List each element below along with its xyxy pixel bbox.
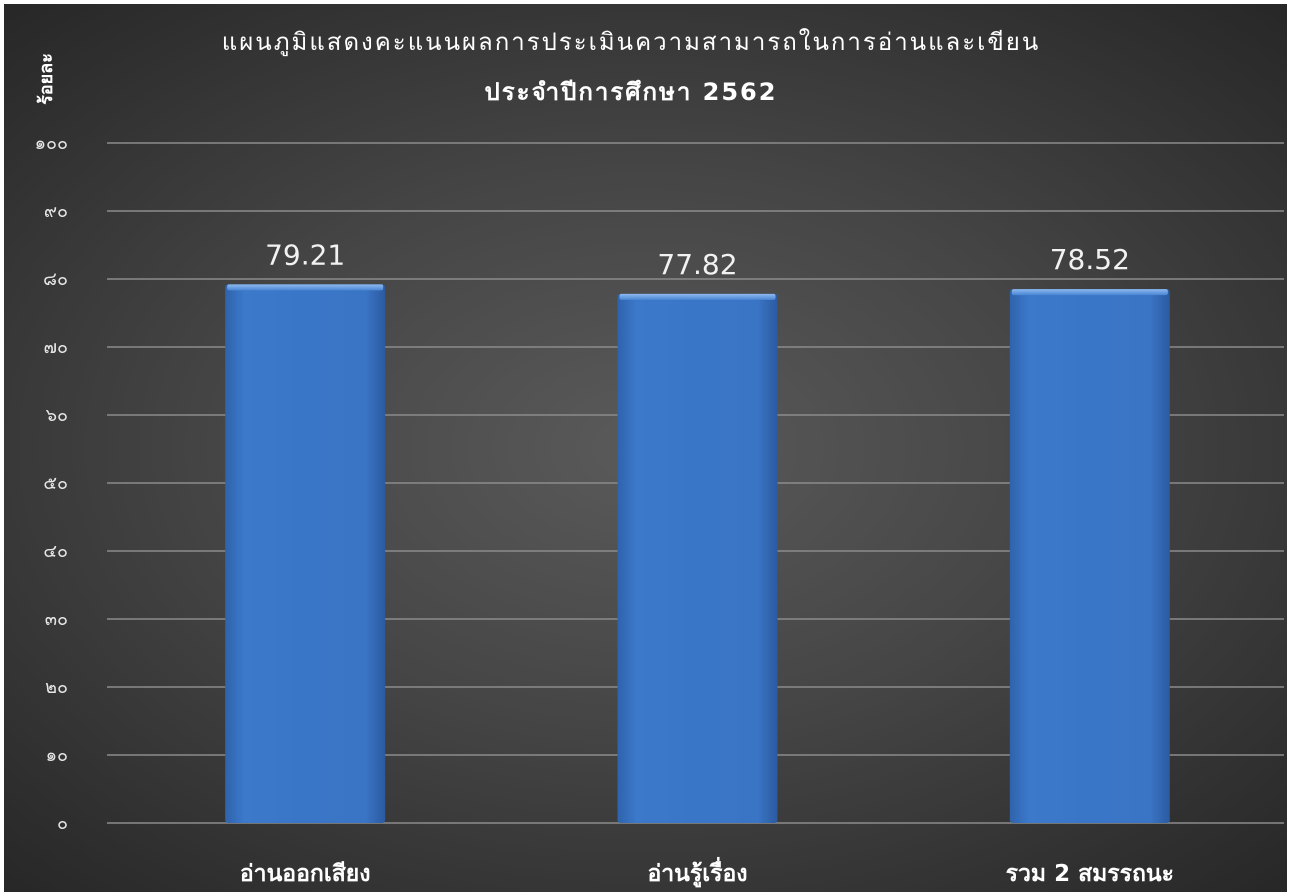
bar bbox=[225, 284, 386, 823]
bar bbox=[1009, 289, 1170, 824]
data-label: 79.21 bbox=[265, 238, 345, 271]
labels: แผนภูมิแสดงคะแนนผลการประเมินความสามารถใน… bbox=[35, 28, 1174, 888]
y-tick-label: ๔๐ bbox=[43, 541, 68, 562]
bar-top-highlight bbox=[619, 293, 776, 300]
bars bbox=[225, 284, 1170, 824]
y-tick-label: ๗๐ bbox=[43, 337, 68, 358]
y-tick-label: ๙๐ bbox=[44, 201, 68, 222]
x-tick-label: อ่านออกเสียง bbox=[240, 861, 371, 887]
data-label: 77.82 bbox=[657, 248, 737, 281]
bar-top-highlight bbox=[1011, 289, 1168, 296]
y-tick-label: ๑๐ bbox=[46, 745, 68, 766]
x-tick-label: อ่านรู้เรื่อง bbox=[647, 856, 747, 888]
y-tick-label: ๘๐ bbox=[43, 269, 68, 290]
y-tick-label: ๑๐๐ bbox=[35, 133, 68, 154]
chart-subtitle: ประจำปีการศึกษา 2562 bbox=[485, 78, 778, 106]
bar-group bbox=[617, 293, 778, 824]
chart-title: แผนภูมิแสดงคะแนนผลการประเมินความสามารถใน… bbox=[222, 28, 1040, 57]
bar-top-highlight bbox=[227, 284, 384, 291]
bar bbox=[617, 293, 778, 824]
y-tick-label: ๓๐ bbox=[45, 609, 68, 630]
x-tick-label: รวม 2 สมรรถนะ bbox=[1006, 861, 1174, 887]
data-label: 78.52 bbox=[1050, 243, 1130, 276]
bar-chart: แผนภูมิแสดงคะแนนผลการประเมินความสามารถใน… bbox=[35, 28, 1284, 888]
bar-group bbox=[225, 284, 386, 823]
y-tick-label: ๒๐ bbox=[45, 677, 68, 698]
y-tick-label: ๖๐ bbox=[46, 405, 68, 426]
y-tick-label: ๕๐ bbox=[43, 473, 68, 494]
chart-area: แผนภูมิแสดงคะแนนผลการประเมินความสามารถใน… bbox=[4, 4, 1287, 892]
y-tick-label: ๐ bbox=[57, 813, 68, 834]
bar-group bbox=[1009, 289, 1170, 824]
y-axis-label: ร้อยละ bbox=[36, 53, 57, 105]
